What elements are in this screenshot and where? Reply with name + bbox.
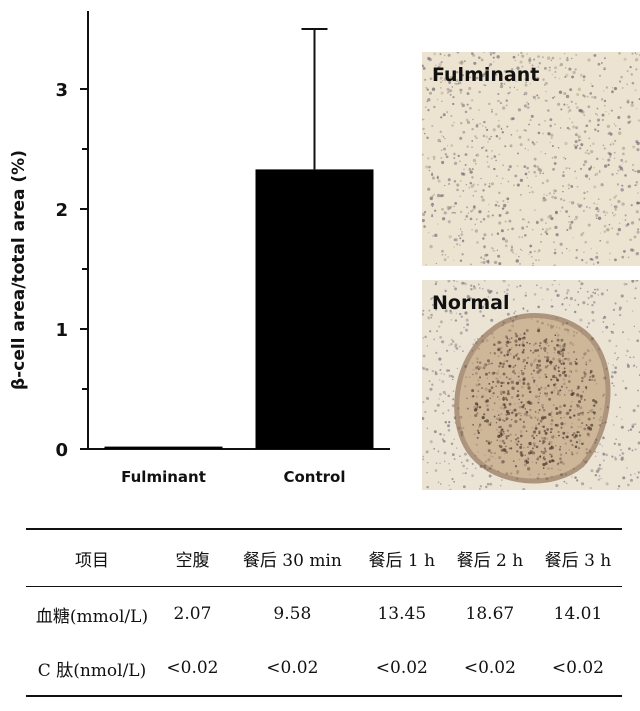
table-row: 血糖(mmol/L) 2.07 9.58 13.45 18.67 14.01 [26, 587, 622, 642]
header-cell: 餐后 30 min [242, 550, 342, 571]
fulminant-image-panel: Fulminant [422, 52, 640, 266]
normal-image-panel: Normal [422, 280, 640, 490]
header-cell: 项目 [75, 550, 109, 571]
fulminant-tissue-image [422, 52, 640, 266]
table-cell: 14.01 [553, 604, 603, 624]
bar-control [255, 169, 374, 449]
table-cell: <0.02 [266, 658, 319, 678]
normal-tissue-image [422, 280, 640, 490]
table-cell: 9.58 [273, 604, 312, 624]
table-row: C 肽(nmol/L) <0.02 <0.02 <0.02 <0.02 <0.0… [26, 641, 622, 696]
table-cell: <0.02 [551, 658, 605, 678]
header-cell: 空腹 [175, 550, 210, 571]
row-label: C 肽(nmol/L) [37, 660, 147, 681]
header-cell: 餐后 3 h [544, 550, 612, 571]
x-tick-label: Control [283, 468, 345, 486]
bar-chart: 0 1 2 3 Fulminant Control β-cell area/total a… [9, 11, 390, 486]
y-tick-label: 2 [55, 200, 68, 221]
table-cell: 2.07 [173, 604, 212, 624]
normal-panel-label: Normal [432, 292, 510, 314]
table-cell: 13.45 [377, 604, 427, 624]
header-cell: 餐后 2 h [456, 550, 524, 571]
y-tick-label: 0 [55, 440, 68, 461]
table-header-row: 项目 空腹 餐后 30 min 餐后 1 h 餐后 2 h 餐后 3 h [26, 529, 622, 587]
y-axis-label: β-cell area/total area (%) [9, 150, 29, 390]
table-cell: <0.02 [463, 658, 516, 678]
glucose-c-peptide-table: 项目 空腹 餐后 30 min 餐后 1 h 餐后 2 h 餐后 3 h 血糖(… [26, 528, 622, 697]
table-cell: <0.02 [375, 658, 428, 678]
bar-fulminant [104, 446, 223, 449]
y-tick-label: 3 [55, 80, 68, 101]
row-label: 血糖(mmol/L) [35, 606, 149, 627]
table-cell: 18.67 [465, 604, 515, 624]
x-tick-label: Fulminant [121, 468, 206, 486]
fulminant-panel-label: Fulminant [432, 64, 540, 86]
table-cell: <0.02 [166, 658, 219, 678]
y-tick-label: 1 [55, 320, 68, 341]
header-cell: 餐后 1 h [368, 550, 436, 571]
